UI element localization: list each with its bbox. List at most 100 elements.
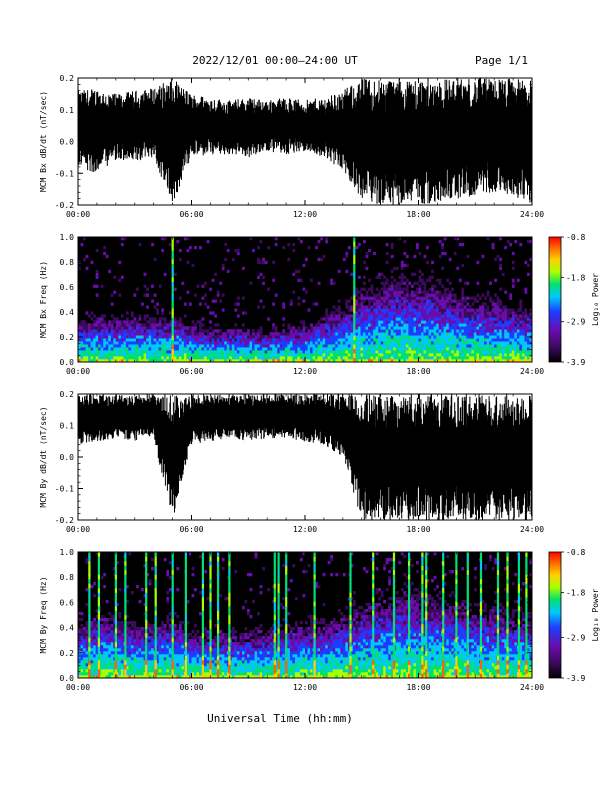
spectrogram-cell [391,276,394,279]
spectrogram-cell [403,323,406,326]
spectrogram-cell [383,347,386,350]
spectrogram-cell [166,666,169,669]
spectrogram-cell [487,353,490,356]
spectrogram-cell [106,654,109,657]
burst-segment [353,344,355,349]
spectrogram-cell [136,636,139,639]
spectrogram-cell [207,335,210,338]
spectrogram-cell [482,302,485,305]
spectrogram-cell [101,663,104,666]
spectrogram-cell [219,645,222,648]
spectrogram-cell [199,654,202,657]
spectrogram-cell [212,356,215,359]
spectrogram-cell [350,347,353,350]
spectrogram-cell [267,356,270,359]
spectrogram-cell [96,249,99,252]
spectrogram-cell [368,356,371,359]
spectrogram-cell [202,344,205,347]
spectrogram-cell [83,669,86,672]
spectrogram-cell [275,294,278,297]
spectrogram-cell [449,356,452,359]
spectrogram-cell [396,267,399,270]
spectrogram-cell [197,666,200,669]
spectrogram-cell [386,279,389,282]
spectrogram-cell [454,326,457,329]
spectrogram-cell [449,302,452,305]
spectrogram-cell [489,338,492,341]
spectrogram-cell [413,338,416,341]
spectrogram-cell [398,276,401,279]
spectrogram-cell [305,291,308,294]
spectrogram-cell [350,344,353,347]
spectrogram-cell [151,663,154,666]
spectrogram-cell [504,326,507,329]
spectrogram-cell [487,308,490,311]
spectrogram-cell [131,344,134,347]
x-tick-label: 24:00 [520,525,544,534]
spectrogram-cell [514,317,517,320]
spectrogram-cell [451,317,454,320]
spectrogram-cell [128,636,131,639]
spectrogram-cell [174,288,177,291]
spectrogram-cell [242,347,245,350]
spectrogram-cell [363,329,366,332]
spectrogram-cell [401,288,404,291]
spectrogram-cell [154,258,157,261]
spectrogram-cell [181,648,184,651]
spectrogram-cell [441,300,444,303]
spectrogram-cell [118,588,121,591]
spectrogram-cell [431,270,434,273]
spectrogram-cell [386,300,389,303]
spectrogram-cell [174,356,177,359]
spectrogram-cell [275,326,278,329]
spectrogram-cell [131,663,134,666]
spectrogram-cell [139,600,142,603]
spectrogram-cell [270,338,273,341]
spectrogram-cell [489,332,492,335]
spectrogram-cell [398,350,401,353]
spectrogram-cell [232,651,235,654]
spectrogram-cell [376,356,379,359]
spectrogram-cell [469,350,472,353]
spectrogram-cell [398,317,401,320]
spectrogram-cell [330,279,333,282]
spectrogram-cell [366,323,369,326]
spectrogram-cell [103,651,106,654]
spectrogram-cell [444,297,447,300]
spectrogram-cell [197,335,200,338]
spectrogram-cell [519,243,522,246]
spectrogram-cell [444,329,447,332]
spectrogram-cell [260,338,263,341]
spectrogram-cell [368,335,371,338]
spectrogram-cell [169,323,172,326]
spectrogram-cell [131,669,134,672]
spectrogram-cell [386,320,389,323]
spectrogram-cell [474,323,477,326]
spectrogram-cell [330,320,333,323]
spectrogram-cell [449,314,452,317]
spectrogram-cell [335,326,338,329]
spectrogram-cell [116,335,119,338]
spectrogram-cell [431,285,434,288]
spectrogram-cell [396,302,399,305]
spectrogram-cell [146,347,149,350]
spectrogram-cell [459,353,462,356]
spectrogram-cell [426,302,429,305]
spectrogram-cell [83,645,86,648]
spectrogram-cell [93,320,96,323]
spectrogram-cell [202,353,205,356]
y-axis-label: MCM Bx Freq (Hz) [39,261,48,338]
spectrogram-cell [227,347,230,350]
spectrogram-cell [371,297,374,300]
spectrogram-cell [207,666,210,669]
spectrogram-cell [497,335,500,338]
spectrogram-cell [429,341,432,344]
spectrogram-cell [88,332,91,335]
spectrogram-cell [421,353,424,356]
spectrogram-cell [260,350,263,353]
spectrogram-cell [297,344,300,347]
spectrogram-cell [396,335,399,338]
spectrogram-cell [464,317,467,320]
spectrogram-cell [419,335,422,338]
spectrogram-cell [262,305,265,308]
